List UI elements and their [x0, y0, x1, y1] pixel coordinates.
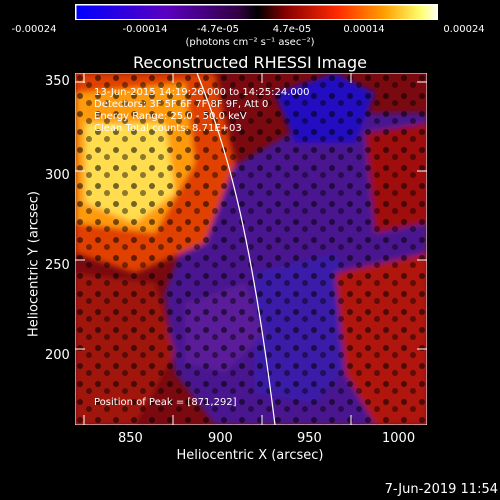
colorbar-tick-1: -0.00024	[11, 24, 57, 35]
info-detectors: Detectors: 3F 5F 6F 7F 8F 9F, Att 0	[94, 99, 269, 110]
plot-title: Reconstructed RHESSI Image	[133, 53, 367, 72]
colorbar-tick-4: 4.7e-05	[272, 24, 312, 35]
colorbar-unit-label: (photons cm⁻² s⁻¹ asec⁻²)	[185, 37, 315, 48]
colorbar	[75, 4, 438, 20]
timestamp: 7-Jun-2019 11:54	[384, 482, 498, 497]
y-axis-label: Heliocentric Y (arcsec)	[26, 191, 42, 337]
y-tick-350: 350	[45, 74, 70, 89]
info-total-counts: Clean Total counts: 8.71E+03	[94, 123, 242, 134]
x-tick-1000: 1000	[382, 431, 416, 446]
rhessi-image	[75, 73, 427, 425]
y-tick-200: 200	[45, 348, 70, 363]
y-tick-250: 250	[45, 258, 70, 273]
x-tick-950: 950	[297, 431, 322, 446]
colorbar-tick-3: -4.7e-05	[197, 24, 239, 35]
solar-limb-line	[196, 73, 276, 425]
x-tick-850: 850	[118, 431, 143, 446]
info-time-range: 13-Jun-2015 14:19:26.000 to 14:25:24.000	[94, 87, 310, 98]
peak-position-label: Position of Peak = [871,292]	[94, 397, 237, 408]
colorbar-tick-6: 0.00024	[443, 24, 485, 35]
info-energy-range: Energy Range: 25.0 - 50.0 keV	[94, 111, 247, 122]
colorbar-tick-2: -0.00014	[122, 24, 168, 35]
x-axis-label: Heliocentric X (arcsec)	[176, 448, 324, 463]
y-tick-300: 300	[45, 168, 70, 183]
x-tick-900: 900	[208, 431, 233, 446]
colorbar-tick-5: 0.00014	[343, 24, 385, 35]
